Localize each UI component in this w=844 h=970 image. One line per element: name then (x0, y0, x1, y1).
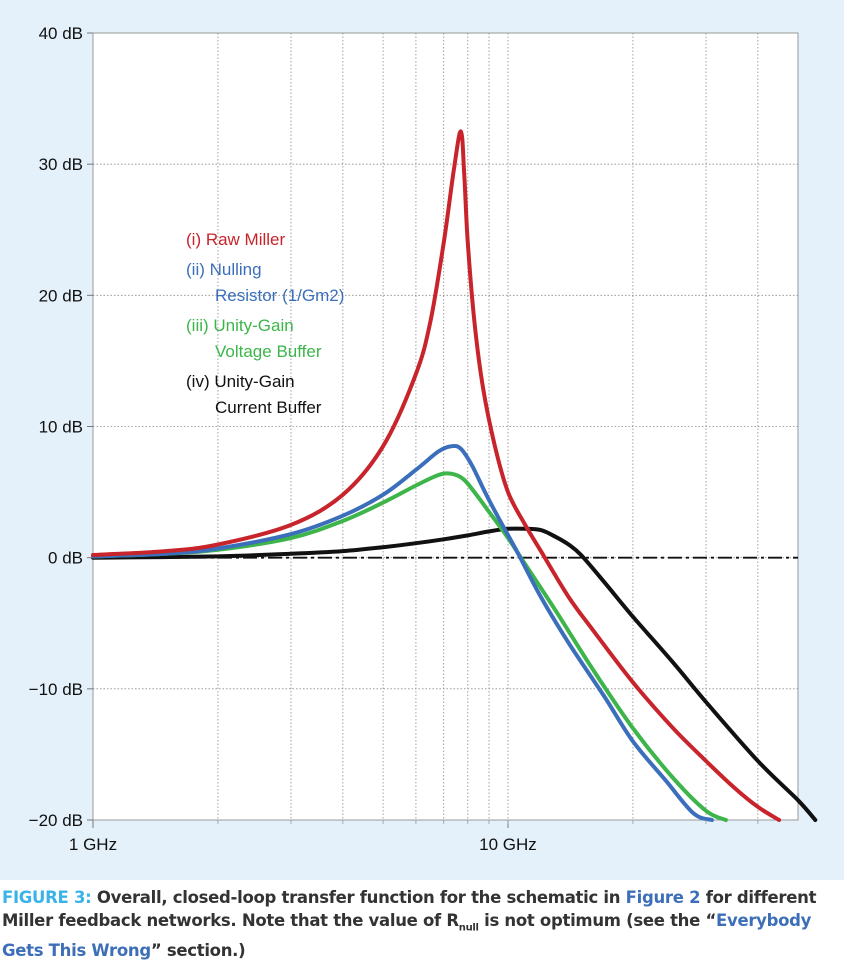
figure-panel: 40 dB 30 dB 20 dB 10 dB 0 dB −10 dB −20 dB 1 GH… (0, 0, 844, 880)
series-line-raw-miller (91, 129, 782, 822)
series-line-nulling-resistor (91, 443, 714, 822)
caption-subscript: null (458, 922, 479, 934)
caption-text-3: is not optimum (see the “ (478, 911, 717, 930)
legend-entry-voltage-buffer: (iii) Unity-Gain (186, 316, 294, 335)
legend: (i) Raw Miller (ii) Nulling Resistor (1/Gm… (186, 230, 344, 417)
caption-label: FIGURE 3: (2, 888, 92, 907)
y-tick-label: 0 dB (48, 549, 83, 568)
legend-entry-nulling-resistor: (ii) Nulling (186, 260, 262, 279)
series-group (91, 129, 818, 822)
x-tick-label: 10 GHz (479, 835, 537, 854)
legend-entry-current-buffer: (iv) Unity-Gain (186, 372, 295, 391)
y-tick-label: 40 dB (39, 24, 83, 43)
y-tick-label: 10 dB (39, 418, 83, 437)
plot-area (92, 32, 799, 821)
y-tick-label: −20 dB (29, 811, 83, 830)
legend-entry-current-buffer: Current Buffer (215, 398, 322, 417)
caption-text-4: ” section.) (150, 941, 246, 961)
legend-entry-voltage-buffer: Voltage Buffer (215, 342, 322, 361)
y-tick-label: 30 dB (39, 155, 83, 174)
series-line-voltage-buffer (91, 471, 728, 822)
grid (93, 33, 798, 820)
caption-link-figure-2[interactable]: Figure 2 (625, 888, 701, 907)
x-tick-label: 1 GHz (69, 835, 117, 854)
caption-text-1: Overall, closed-loop transfer function f… (91, 888, 626, 907)
y-tick-label: −10 dB (29, 680, 83, 699)
caption-text-2: for different Miller feedback networks. … (2, 888, 817, 930)
legend-entry-nulling-resistor: Resistor (1/Gm2) (215, 286, 344, 305)
chart: 40 dB 30 dB 20 dB 10 dB 0 dB −10 dB −20 dB 1 GH… (29, 24, 818, 854)
figure-caption: FIGURE 3: Overall, closed-loop transfer … (2, 886, 840, 962)
caption-link-section[interactable]: Everybody Gets This Wrong (2, 911, 812, 961)
y-tick-label: 20 dB (39, 286, 83, 305)
axes: 40 dB 30 dB 20 dB 10 dB 0 dB −10 dB −20 dB 1 GH… (29, 24, 759, 854)
legend-entry-raw-miller: (i) Raw Miller (186, 230, 286, 249)
